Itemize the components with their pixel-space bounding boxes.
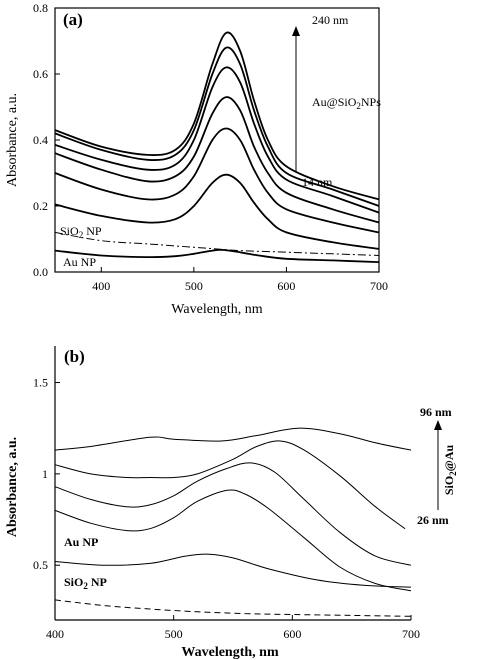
panel-a-ytick-label: 0.6 [33, 67, 48, 81]
panel-b-ytick-label: 1.5 [33, 376, 48, 390]
panel-a-xtick-label: 400 [92, 279, 110, 293]
panel-b-series-line [54, 427, 412, 451]
panel-b-curves [54, 427, 412, 617]
panel-a-frame [54, 7, 380, 273]
panel-a-series-line [54, 231, 380, 256]
panel-b-au-label: Au NP [64, 535, 98, 549]
panel-a-series-label: Au@SiO2NPs [312, 95, 381, 111]
panel-b-series-line [54, 599, 412, 617]
panel-b-top-size: 96 nm [420, 405, 452, 419]
panel-b-ytick-label: 1 [42, 467, 48, 481]
panel-b-xtick-label: 600 [283, 627, 301, 641]
panel-b-chart: 400 500 600 700 0.5 1 1.5 (b) Wavelength, nm A… [5, 346, 458, 660]
panel-b-sio2-label: SiO2 NP [64, 575, 107, 591]
panel-b-ticks: 400 500 600 700 0.5 1 1.5 [33, 376, 420, 641]
panel-a-chart: 400 500 600 700 0.0 0.2 0.4 0.6 0.8 (a) Waveleng… [5, 1, 388, 317]
panel-a-xtick-label: 500 [185, 279, 203, 293]
panel-b-ylabel: Absorbance, a.u. [5, 437, 20, 537]
panel-a-xtick-label: 600 [277, 279, 295, 293]
panel-a-series-line [54, 127, 380, 234]
panel-a-xtick-label: 700 [370, 279, 388, 293]
panel-a-curves [54, 31, 380, 263]
panel-a-ylabel: Absorbance, a.u. [5, 93, 20, 187]
panel-a-ytick-label: 0.0 [33, 265, 48, 279]
panel-b-arrow-head-icon [434, 420, 442, 430]
panel-b-xtick-label: 500 [165, 627, 183, 641]
panel-a-label: (a) [63, 10, 83, 29]
panel-b-ytick-label: 0.5 [33, 558, 48, 572]
panel-a-arrow-head-icon [292, 26, 300, 36]
panel-b-xtick-label: 400 [46, 627, 64, 641]
panel-b-series-label: SiO2@Au [442, 445, 458, 496]
panel-a-sio2-label: SiO2 NP [60, 224, 102, 240]
panel-a-ytick-label: 0.4 [33, 133, 48, 147]
panel-a-series-line [54, 248, 380, 263]
panel-a-ytick-label: 0.2 [33, 199, 48, 213]
panel-a-series-line [54, 66, 380, 214]
panel-a-series-line [54, 46, 380, 207]
panel-a-au-label: Au NP [63, 255, 96, 269]
panel-a-series-line [54, 173, 380, 250]
panel-a-ticks: 400 500 600 700 0.0 0.2 0.4 0.6 0.8 [33, 1, 388, 293]
panel-b-label: (b) [64, 347, 85, 366]
panel-a-series-line [54, 31, 380, 201]
panel-b-series-line [54, 462, 412, 566]
panel-b-bottom-size: 26 nm [417, 513, 449, 527]
panel-a-ytick-label: 0.8 [33, 1, 48, 15]
panel-b-series-line [54, 440, 406, 530]
panel-a-series-line [54, 96, 380, 224]
panel-a-top-size: 240 nm [312, 13, 349, 27]
panel-b-xtick-label: 700 [402, 627, 420, 641]
panel-b-series-line [54, 553, 412, 588]
panel-a-xlabel: Wavelength, nm [171, 302, 263, 317]
panel-a-bottom-size: 14 nm [302, 175, 333, 189]
panel-b-series-line [54, 489, 412, 592]
panel-b-xlabel: Wavelength, nm [181, 645, 279, 660]
